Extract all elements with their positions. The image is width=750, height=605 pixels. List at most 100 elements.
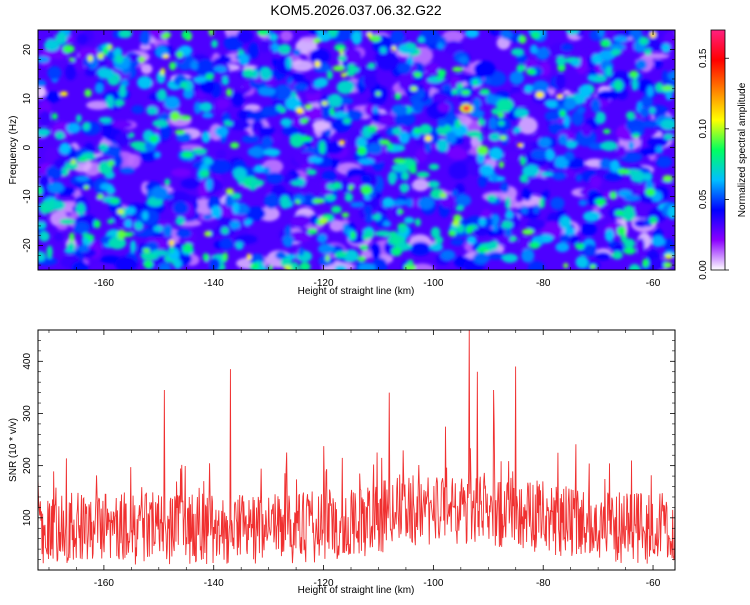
heatmap-cell: [250, 262, 259, 270]
heatmap-cell: [64, 64, 77, 81]
heatmap-cell: [508, 92, 530, 107]
heatmap-cell: [85, 68, 97, 77]
heatmap-cell: [245, 206, 266, 221]
heatmap-cell: [616, 145, 627, 158]
heatmap-cell: [304, 103, 313, 110]
heatmap-cell: [290, 214, 311, 228]
heatmap-cell: [215, 98, 230, 109]
heatmap-cell: [140, 63, 153, 75]
heatmap-cell: [260, 106, 281, 117]
heatmap-cell: [47, 181, 65, 194]
heatmap-cell: [65, 161, 79, 171]
heatmap-cell: [559, 233, 571, 243]
heatmap-cell: [641, 119, 660, 129]
heatmap-cell: [227, 119, 251, 131]
heatmap-cell: [325, 128, 332, 137]
heatmap-cell: [216, 149, 227, 160]
heatmap-cell: [181, 30, 191, 40]
heatmap-cell: [350, 230, 356, 241]
heatmap-cell: [290, 59, 314, 72]
heatmap-cell: [480, 163, 495, 177]
heatmap-cell: [59, 142, 71, 155]
heatmap-cell: [452, 214, 462, 222]
heatmap-cell: [523, 84, 534, 93]
heatmap-cell: [321, 101, 328, 106]
heatmap-cell: [43, 39, 60, 52]
heatmap-cell: [581, 124, 592, 137]
heatmap-cell: [124, 206, 136, 215]
heatmap-cell: [39, 110, 51, 126]
heatmap-cell: [151, 185, 169, 200]
heatmap-cell: [66, 122, 81, 134]
heatmap-cell: [344, 109, 364, 121]
heatmap-cell: [82, 121, 91, 131]
heatmap-cell: [504, 196, 511, 210]
heatmap-cell: [134, 221, 143, 231]
heatmap-cell: [305, 85, 319, 95]
heatmap-cell: [75, 202, 86, 216]
snr-x-tick-label: -60: [646, 578, 661, 589]
heatmap-cell: [571, 110, 584, 126]
heatmap-cell: [417, 196, 435, 210]
heatmap-cell: [501, 220, 513, 229]
heatmap-cell: [114, 256, 138, 270]
heatmap-cell: [360, 174, 372, 184]
heatmap-cell: [222, 252, 229, 262]
heatmap-cell: [329, 107, 335, 116]
heatmap-cell: [278, 43, 292, 54]
heatmap-cell: [646, 85, 654, 97]
heatmap-cell: [529, 44, 538, 55]
heatmap-cell: [300, 135, 312, 142]
heatmap-xlabel: Height of straight line (km): [298, 286, 415, 297]
heatmap-cell: [257, 30, 269, 36]
heatmap-cell: [124, 219, 132, 229]
heatmap-cell: [364, 229, 374, 240]
heatmap-cell: [509, 70, 525, 85]
snr-ylabel: SNR (10 * v/v): [8, 418, 19, 482]
heatmap-cell: [489, 132, 501, 142]
heatmap-cell: [386, 127, 395, 137]
heatmap-cell: [575, 255, 589, 269]
heatmap-cell: [627, 169, 640, 176]
heatmap-cell: [610, 190, 617, 200]
heatmap-cell: [416, 171, 430, 178]
heatmap-cell: [602, 128, 611, 135]
heatmap-cell: [160, 68, 166, 76]
heatmap-cell: [535, 47, 550, 60]
heatmap-cell: [610, 159, 620, 173]
heatmap-cell: [343, 249, 359, 263]
heatmap-cell: [139, 30, 151, 46]
heatmap-cell: [555, 73, 566, 89]
heatmap-cell: [372, 106, 379, 114]
heatmap-cell: [522, 164, 540, 178]
heatmap-cell: [114, 99, 125, 107]
snr-panel: -160 -140 -120 -100 -80 -60 100 200 300 400 Heig…: [8, 329, 676, 596]
heatmap-cell: [636, 237, 646, 255]
heatmap-cell: [531, 149, 549, 160]
heatmap-cell: [371, 242, 382, 260]
heatmap-cell: [182, 243, 194, 253]
heatmap-cell: [348, 184, 354, 191]
heatmap-cell: [276, 105, 283, 112]
heatmap-cell: [649, 106, 656, 115]
heatmap-cell: [649, 216, 658, 225]
heatmap-cell: [234, 241, 244, 250]
heatmap-cell: [590, 98, 601, 113]
heatmap-cell: [97, 52, 104, 60]
heatmap-cell: [128, 132, 135, 139]
heatmap-cell: [319, 218, 328, 225]
heatmap-cell: [268, 264, 273, 270]
heatmap-cell: [68, 57, 75, 62]
heatmap-cell: [180, 81, 188, 90]
heatmap-cell: [252, 179, 265, 187]
heatmap-cell: [129, 240, 137, 254]
heatmap-cell: [45, 91, 60, 103]
heatmap-cell: [169, 191, 189, 203]
heatmap-cell: [655, 145, 664, 154]
heatmap-cell: [54, 131, 65, 140]
heatmap-cell: [466, 130, 483, 138]
heatmap-cell: [365, 214, 373, 224]
heatmap-cell: [661, 85, 674, 91]
heatmap-cell: [38, 56, 50, 63]
heatmap-cell: [451, 66, 464, 72]
